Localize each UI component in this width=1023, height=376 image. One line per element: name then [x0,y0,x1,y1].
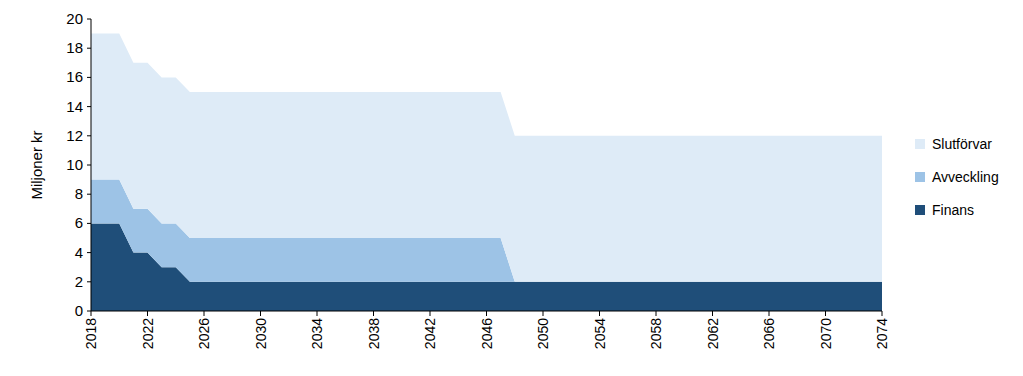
y-tick-label: 18 [66,39,83,56]
y-tick [87,77,91,78]
x-tick-label: 2018 [83,318,99,349]
x-tick [486,311,487,316]
x-tick [656,311,657,316]
legend: Slutförvar Avveckling Finans [915,136,999,218]
y-tick [87,106,91,107]
x-tick [882,311,883,316]
y-tick [87,223,91,224]
x-tick [599,311,600,316]
y-tick-label: 20 [66,10,83,27]
y-tick [87,281,91,282]
x-tick [430,311,431,316]
legend-swatch [915,139,925,149]
y-tick-label: 12 [66,127,83,144]
chart: 0 2 4 6 8 10 12 14 16 18 20 2018 2022 2026 2030 2034 203… [0,0,1023,376]
x-tick-label: 2034 [309,318,325,349]
y-tick [87,194,91,195]
x-tick-label: 2066 [761,318,777,349]
legend-swatch [915,205,925,215]
y-tick [87,252,91,253]
x-tick [317,311,318,316]
x-tick [769,311,770,316]
x-tick [712,311,713,316]
x-tick-label: 2054 [592,318,608,349]
legend-label: Avveckling [932,169,999,185]
y-tick-label: 8 [75,185,83,202]
legend-label: Finans [932,202,974,218]
x-tick-label: 2022 [140,318,156,349]
x-tick-label: 2074 [874,318,890,349]
y-axis-label: Miljoner kr [28,130,45,199]
x-tick-label: 2058 [648,318,664,349]
y-tick-label: 0 [75,302,83,319]
x-tick-label: 2062 [705,318,721,349]
x-tick [825,311,826,316]
x-tick [543,311,544,316]
x-tick [373,311,374,316]
y-tick [87,19,91,20]
x-tick [147,311,148,316]
x-tick-label: 2026 [196,318,212,349]
legend-swatch [915,172,925,182]
y-tick-label: 6 [75,214,83,231]
x-tick-label: 2042 [422,318,438,349]
x-tick [204,311,205,316]
y-tick-label: 10 [66,156,83,173]
y-tick-label: 4 [75,244,83,261]
legend-label: Slutförvar [932,136,992,152]
y-tick [87,165,91,166]
y-tick-label: 2 [75,273,83,290]
y-tick [87,135,91,136]
x-tick-label: 2030 [253,318,269,349]
x-tick [91,311,92,316]
y-tick-label: 16 [66,68,83,85]
x-tick-label: 2070 [818,318,834,349]
x-tick-label: 2038 [366,318,382,349]
x-tick [260,311,261,316]
y-tick [87,311,91,312]
areas [91,34,882,311]
y-tick [87,48,91,49]
area-series [91,34,882,282]
y-tick-label: 14 [66,98,83,115]
x-tick-label: 2050 [535,318,551,349]
x-tick-label: 2046 [479,318,495,349]
